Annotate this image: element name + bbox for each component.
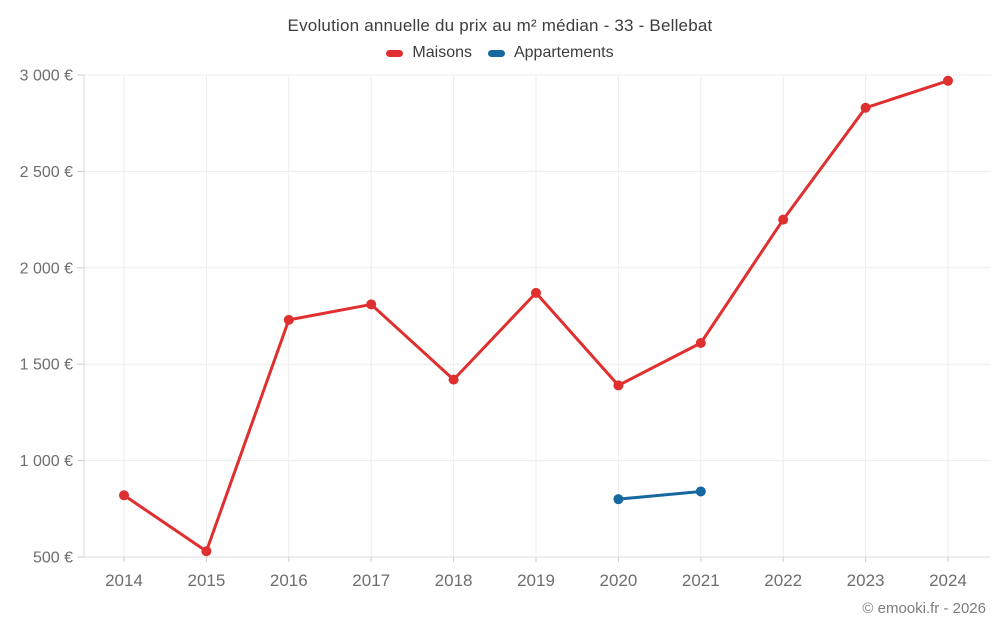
x-tick-label-2020: 2020 <box>599 571 637 590</box>
data-point-maisons-2017[interactable] <box>366 299 377 310</box>
data-point-maisons-2015[interactable] <box>201 546 212 557</box>
x-tick-label-2014: 2014 <box>105 571 143 590</box>
x-tick-label-2017: 2017 <box>352 571 390 590</box>
data-point-maisons-2020[interactable] <box>613 380 624 391</box>
legend-item-maisons[interactable]: Maisons <box>386 44 472 62</box>
data-point-maisons-2021[interactable] <box>695 337 706 348</box>
data-point-maisons-2022[interactable] <box>778 214 789 225</box>
y-tick-label-3000: 3 000 € <box>20 68 73 85</box>
data-point-maisons-2016[interactable] <box>283 314 294 325</box>
appartements-series-swatch-icon <box>487 49 505 57</box>
y-tick-label-500: 500 € <box>33 550 73 567</box>
data-point-appartements-2020[interactable] <box>613 494 624 505</box>
x-tick-label-2016: 2016 <box>270 571 308 590</box>
y-tick-label-2500: 2 500 € <box>20 164 73 181</box>
y-tick-label-1500: 1 500 € <box>20 357 73 374</box>
legend-label-appartements: Appartements <box>513 44 614 61</box>
x-tick-label-2023: 2023 <box>847 571 885 590</box>
chart-title: Evolution annuelle du prix au m² médian … <box>287 16 713 35</box>
x-tick-label-2021: 2021 <box>682 571 720 590</box>
data-point-maisons-2019[interactable] <box>531 287 541 298</box>
x-tick-label-2018: 2018 <box>435 571 473 590</box>
data-point-maisons-2014[interactable] <box>119 490 129 501</box>
data-point-appartements-2021[interactable] <box>695 486 706 497</box>
data-point-maisons-2024[interactable] <box>943 75 953 86</box>
maisons-series-swatch-icon <box>386 49 404 57</box>
x-tick-label-2022: 2022 <box>764 571 802 590</box>
y-tick-label-1000: 1 000 € <box>20 453 73 470</box>
legend-label-maisons: Maisons <box>412 44 472 61</box>
x-tick-label-2015: 2015 <box>187 571 225 590</box>
x-tick-label-2019: 2019 <box>517 571 555 590</box>
data-point-maisons-2023[interactable] <box>860 102 871 113</box>
series-line-appartements <box>616 489 703 501</box>
x-tick-label-2024: 2024 <box>929 571 967 590</box>
data-point-maisons-2018[interactable] <box>448 374 459 385</box>
watermark: © emooki.fr - 2026 <box>862 600 986 617</box>
legend-item-appartements[interactable]: Appartements <box>487 44 614 62</box>
legend: Maisons Appartements <box>0 44 1000 62</box>
y-tick-label-2000: 2 000 € <box>20 260 73 277</box>
